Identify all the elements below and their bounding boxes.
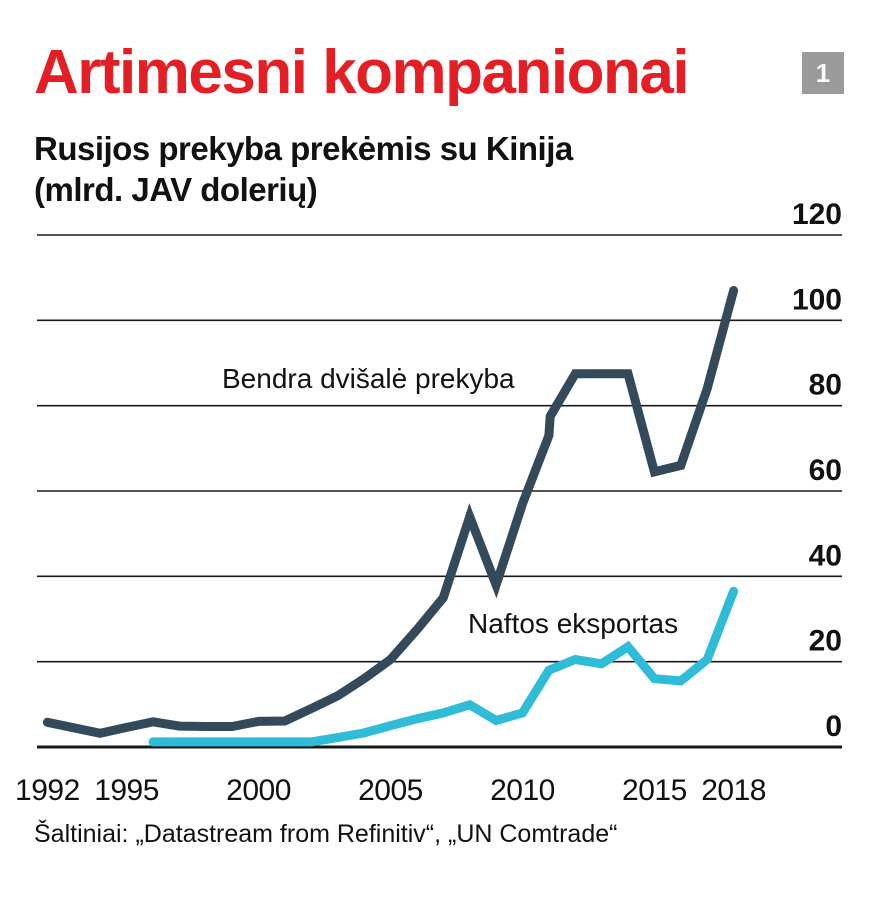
- x-tick-label-2015: 2015: [622, 774, 687, 807]
- series-label-oil-exports: Naftos eksportas: [468, 608, 678, 639]
- y-tick-label-0: 0: [825, 710, 842, 743]
- x-tick-label-2000: 2000: [226, 774, 291, 807]
- y-tick-label-100: 100: [792, 283, 842, 316]
- subtitle-line-1: Rusijos prekyba prekėmis su Kinija: [34, 130, 573, 167]
- y-tick-labels: 0 20 40 60 80 100 120: [792, 198, 842, 743]
- series-line-oil-exports: [148, 586, 739, 747]
- series-lines: [42, 286, 739, 747]
- y-tick-label-20: 20: [809, 625, 842, 658]
- series-line-total-trade: [42, 286, 739, 738]
- series-labels: Bendra dvišalė prekyba Naftos eksportas: [222, 363, 678, 639]
- source-note: Šaltiniai: „Datastream from Refinitiv“, …: [34, 820, 618, 848]
- x-tick-labels: 1992 1995 2000 2005 2010 2015 2018: [15, 774, 766, 807]
- y-tick-label-40: 40: [809, 539, 842, 572]
- y-tick-label-120: 120: [792, 198, 842, 231]
- y-tick-label-60: 60: [809, 454, 842, 487]
- y-tick-label-80: 80: [809, 369, 842, 402]
- figure-number-badge: 1: [802, 52, 844, 94]
- chart-title: Artimesni kompanionai: [34, 38, 690, 107]
- subtitle-line-2: (mlrd. JAV dolerių): [34, 171, 318, 208]
- series-label-total-trade: Bendra dvišalė prekyba: [222, 363, 515, 394]
- x-tick-label-1992: 1992: [15, 774, 80, 807]
- chart-subtitle: Rusijos prekyba prekėmis su Kinija (mlrd…: [34, 128, 634, 210]
- x-tick-label-2010: 2010: [490, 774, 555, 807]
- x-tick-label-1995: 1995: [94, 774, 159, 807]
- x-tick-label-2005: 2005: [358, 774, 423, 807]
- x-tick-label-2018: 2018: [701, 774, 766, 807]
